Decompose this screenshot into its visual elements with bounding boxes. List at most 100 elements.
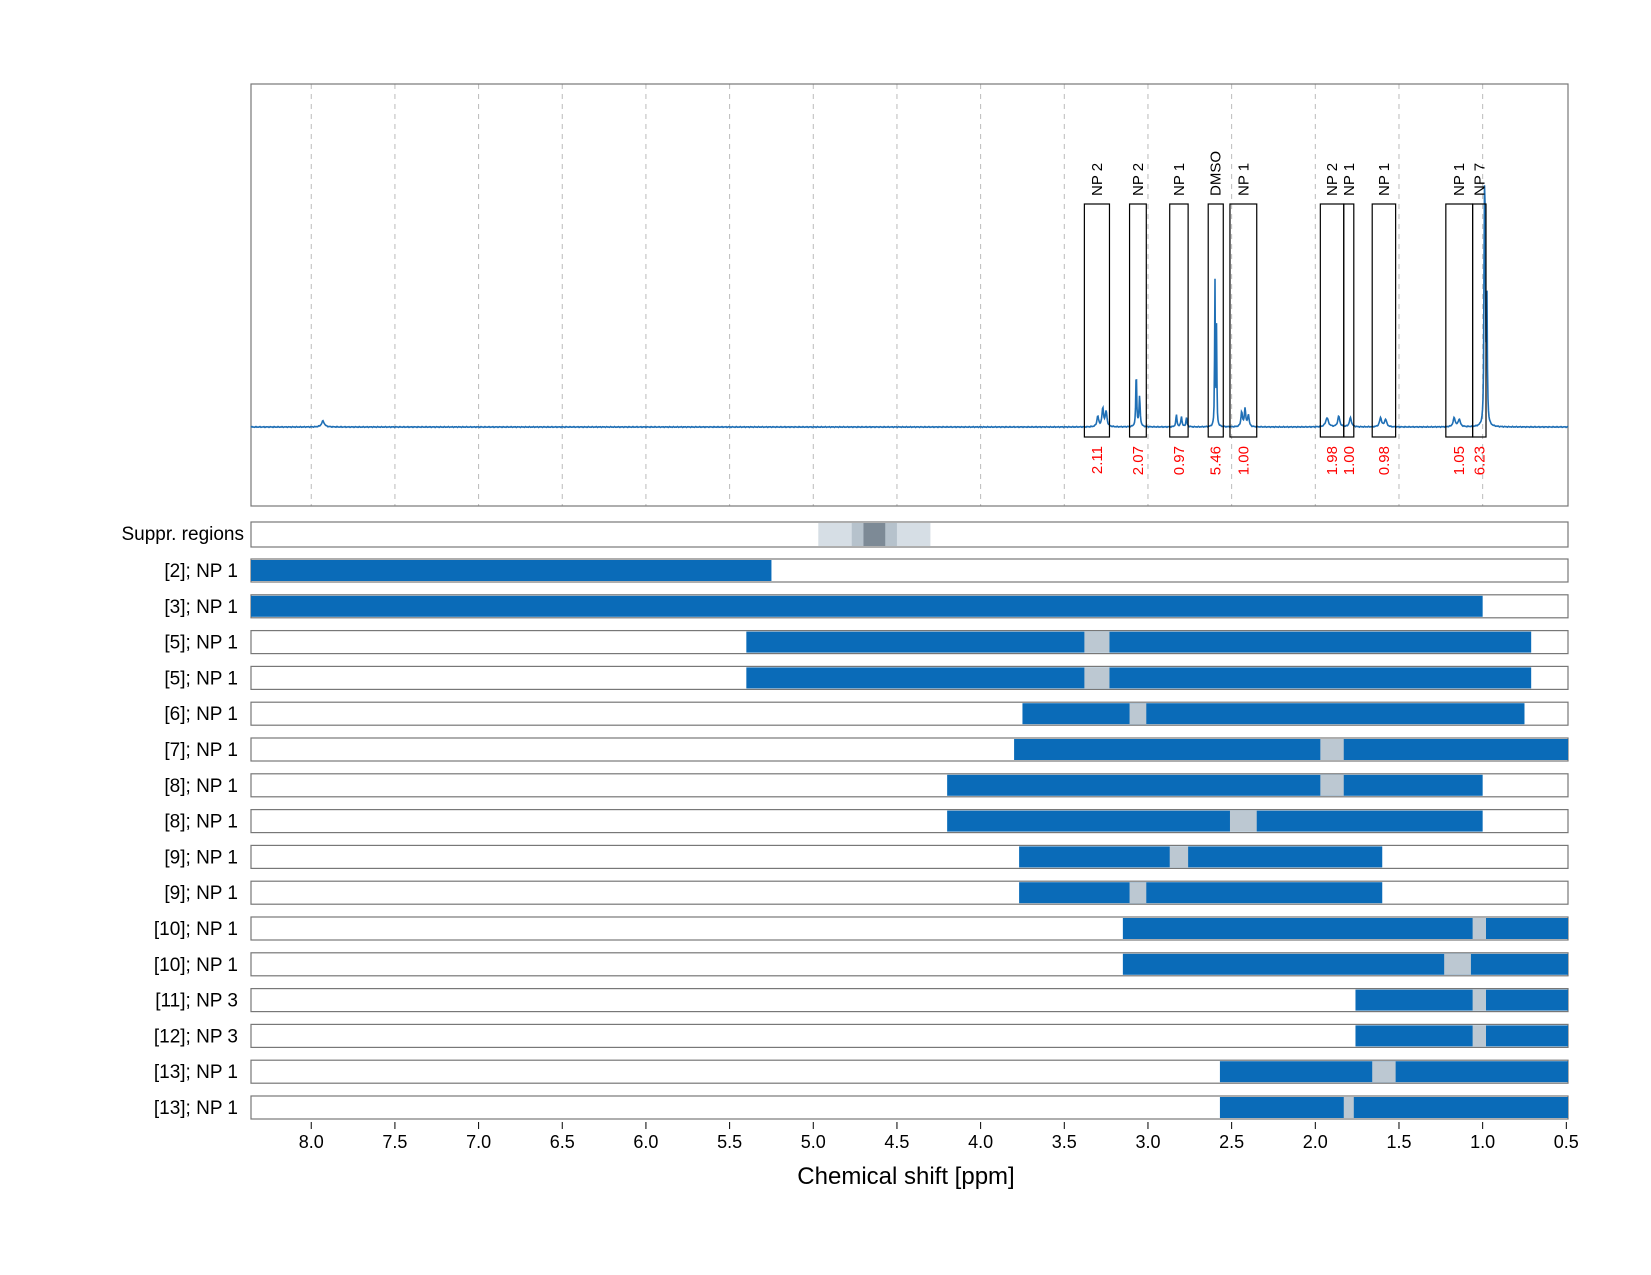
row-label: [8]; NP 1 (164, 776, 238, 797)
row-label: [5]; NP 1 (164, 668, 238, 689)
region-gap (1169, 846, 1189, 868)
region-bar (251, 595, 1483, 617)
x-tick-label: 2.0 (1303, 1132, 1328, 1152)
spectrum-frame (250, 83, 1569, 507)
region-box (1128, 203, 1147, 438)
region-gap (1472, 989, 1487, 1011)
integral-value: 6.23 (1471, 446, 1488, 475)
region-bar (1014, 739, 1568, 760)
region-box (1169, 203, 1189, 438)
region-box (1207, 203, 1224, 438)
region-box-label: DMSO (1208, 151, 1225, 196)
row-label: [5]; NP 1 (164, 633, 238, 654)
spectrum-trace (250, 185, 1569, 429)
x-tick-label: 6.0 (633, 1132, 658, 1152)
integral-value: 2.07 (1130, 446, 1147, 475)
row-label: [12]; NP 3 (154, 1026, 238, 1047)
region-bar (746, 667, 1532, 689)
region-box-label: NP 2 (1089, 163, 1106, 196)
suppression-label: Suppr. regions (121, 524, 244, 545)
integral-value: 1.00 (1235, 446, 1252, 475)
suppression-panel: Suppr. regions (121, 521, 1569, 548)
region-box (1343, 203, 1355, 438)
integral-value: 1.00 (1341, 446, 1358, 475)
row-label: [7]; NP 1 (164, 740, 238, 761)
row-label: [2]; NP 1 (164, 561, 238, 582)
x-tick-label: 4.5 (884, 1132, 909, 1152)
region-box (1371, 203, 1397, 438)
grid-lines (310, 84, 1484, 506)
region-box (1319, 203, 1345, 438)
suppression-band (863, 523, 886, 546)
row-label: [11]; NP 3 (155, 991, 238, 1012)
region-box-label: NP 1 (1341, 163, 1358, 196)
x-tick-label: 2.5 (1219, 1132, 1244, 1152)
x-tick-label: 1.0 (1470, 1132, 1495, 1152)
region-box-label: NP 1 (1376, 163, 1393, 196)
region-gap (1084, 667, 1110, 689)
region-bar (1022, 703, 1525, 725)
integral-value: 0.97 (1171, 446, 1188, 475)
x-axis-title: Chemical shift [ppm] (797, 1163, 1014, 1190)
row-label: [8]; NP 1 (164, 812, 238, 833)
region-rows: [2]; NP 1 [3]; NP 1 [5]; NP 1 [5]; NP 1 [6];… (154, 558, 1569, 1120)
x-tick-label: 5.5 (717, 1132, 742, 1152)
row-label: [13]; NP 1 (154, 1062, 238, 1083)
region-bar (1219, 1097, 1568, 1118)
region-box-label: NP 7 (1471, 163, 1488, 196)
x-tick-label: 5.0 (801, 1132, 826, 1152)
region-bar (1019, 846, 1383, 868)
spectrum-panel: NP 2 2.11 NP 2 2.07 NP 1 0.97 DMSO 5.46 NP 1 1.00… (250, 83, 1569, 507)
integral-value: 1.98 (1324, 446, 1341, 475)
region-box-label: NP 1 (1235, 163, 1252, 196)
region-box-label: NP 1 (1171, 163, 1188, 196)
region-gap (1320, 739, 1344, 760)
region-box-label: NP 2 (1324, 163, 1341, 196)
region-box-label: NP 1 (1451, 163, 1468, 196)
region-gap (1372, 1061, 1396, 1083)
integral-value: 0.98 (1376, 446, 1393, 475)
region-bar (1355, 989, 1568, 1011)
region-bar (1019, 882, 1383, 904)
row-label: [3]; NP 1 (164, 597, 238, 618)
region-box (1229, 203, 1258, 438)
region-box (1083, 203, 1111, 438)
row-label: [9]; NP 1 (164, 883, 238, 904)
row-label: [6]; NP 1 (164, 704, 238, 725)
x-tick-label: 7.5 (382, 1132, 407, 1152)
region-gap (1343, 1097, 1354, 1118)
x-tick-label: 4.0 (968, 1132, 993, 1152)
region-box-label: NP 2 (1130, 163, 1147, 196)
x-tick-label: 3.5 (1052, 1132, 1077, 1152)
x-tick-label: 7.0 (466, 1132, 491, 1152)
region-gap (1320, 774, 1344, 796)
row-label: [13]; NP 1 (154, 1098, 238, 1119)
integral-value: 5.46 (1208, 446, 1225, 475)
row-label: [10]; NP 1 (154, 919, 238, 940)
region-box (1445, 203, 1474, 438)
region-bar (1122, 953, 1568, 975)
x-tick-label: 0.5 (1554, 1132, 1579, 1152)
x-tick-label: 6.5 (550, 1132, 575, 1152)
region-bar (1355, 1025, 1568, 1047)
region-box (1472, 203, 1487, 438)
region-bar (947, 810, 1483, 832)
region-gap (1129, 882, 1147, 904)
x-tick-label: 3.0 (1135, 1132, 1160, 1152)
region-gap (1084, 631, 1110, 653)
integral-value: 1.05 (1451, 446, 1468, 475)
x-tick-label: 8.0 (299, 1132, 324, 1152)
region-bar (1122, 918, 1568, 939)
integral-value: 2.11 (1089, 446, 1106, 474)
region-bar (746, 631, 1532, 653)
x-axis: 8.0 7.5 7.0 6.5 6.0 5.5 5.0 4.5 4.0 3.5 3.0 2.5 2.0 1… (299, 1122, 1579, 1152)
region-gap (1472, 1025, 1487, 1047)
region-gap (1472, 918, 1487, 939)
x-tick-label: 1.5 (1386, 1132, 1411, 1152)
region-gap (1129, 703, 1147, 725)
row-label: [10]; NP 1 (154, 955, 238, 976)
region-gap (1444, 953, 1471, 975)
region-gap (1229, 810, 1257, 832)
region-bar (947, 774, 1483, 796)
